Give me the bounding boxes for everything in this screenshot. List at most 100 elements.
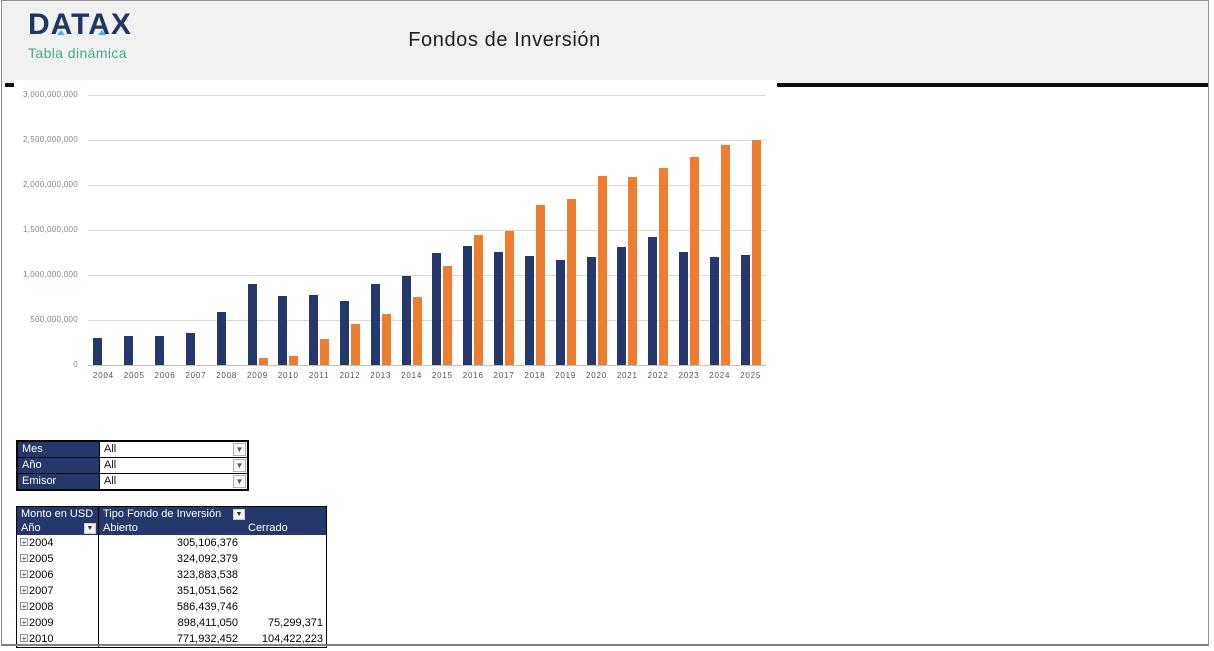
pivot-data-row-2007: +2007 351,051,562 bbox=[17, 583, 326, 599]
bar-abierto-2008 bbox=[216, 312, 226, 365]
pivot-cerrado-value: 104,422,223 bbox=[261, 633, 323, 645]
bar-cerrado-2025 bbox=[751, 140, 761, 365]
y-gridline bbox=[88, 95, 766, 96]
bar-abierto-2023 bbox=[678, 252, 688, 365]
bar-cerrado-2021 bbox=[628, 177, 638, 365]
x-tick-label: 2020 bbox=[586, 371, 607, 380]
dropdown-arrow-icon[interactable]: ▼ bbox=[84, 523, 96, 534]
bar-cerrado-2010 bbox=[289, 356, 299, 365]
filter-panel: Mes All ▼ Año All ▼ Emisor All ▼ bbox=[16, 440, 249, 491]
bar-cerrado-2022 bbox=[659, 168, 669, 365]
bar-cerrado-2017 bbox=[505, 231, 515, 365]
bar-abierto-2013 bbox=[370, 284, 380, 365]
filter-row-0: Mes All ▼ bbox=[18, 442, 247, 458]
x-tick-label: 2011 bbox=[308, 371, 330, 380]
pivot-column-header-cerrado: Cerrado bbox=[248, 522, 288, 534]
dropdown-arrow-icon[interactable]: ▼ bbox=[233, 443, 246, 456]
bar-cerrado-2023 bbox=[689, 157, 699, 365]
brand-block: DATAX Tabla dinámica bbox=[28, 8, 132, 61]
bar-abierto-2005 bbox=[124, 336, 134, 365]
x-tick-label: 2008 bbox=[216, 371, 238, 380]
filter-label: Mes bbox=[18, 442, 100, 457]
pivot-data-row-2010: +2010 771,932,452 104,422,223 bbox=[17, 631, 326, 647]
pivot-abierto-value: 898,411,050 bbox=[177, 617, 238, 629]
filter-row-2: Emisor All ▼ bbox=[18, 474, 247, 489]
bar-cerrado-2011 bbox=[320, 339, 330, 365]
pivot-cerrado-value bbox=[244, 551, 326, 567]
bar-abierto-2022 bbox=[648, 237, 658, 365]
filter-value-field[interactable]: All ▼ bbox=[100, 442, 247, 457]
bar-cerrado-2009 bbox=[258, 358, 268, 365]
bar-abierto-2004 bbox=[93, 338, 103, 365]
brand-logo-text: DATAX bbox=[28, 8, 132, 41]
expand-icon[interactable]: + bbox=[20, 618, 28, 627]
x-tick-label: 2012 bbox=[339, 371, 361, 380]
dropdown-arrow-icon[interactable]: ▼ bbox=[233, 459, 246, 472]
expand-icon[interactable]: + bbox=[20, 586, 28, 595]
y-gridline bbox=[88, 275, 766, 276]
expand-icon[interactable]: + bbox=[20, 602, 28, 611]
bar-abierto-2007 bbox=[185, 333, 195, 365]
page-title: Fondos de Inversión bbox=[408, 29, 601, 51]
bar-abierto-2020 bbox=[586, 257, 596, 365]
pivot-year-cell: +2005 bbox=[17, 551, 99, 567]
y-tick-label: 500,000,000 bbox=[30, 315, 78, 324]
pivot-cerrado-value bbox=[244, 599, 326, 615]
x-tick-label: 2018 bbox=[524, 371, 546, 380]
x-tick-label: 2005 bbox=[123, 371, 145, 380]
bar-abierto-2011 bbox=[309, 295, 319, 365]
expand-icon[interactable]: + bbox=[20, 554, 28, 563]
pivot-header-row-2: Año ▼ Abierto Cerrado bbox=[17, 522, 326, 535]
pivot-column-field: Tipo Fondo de Inversión ▼ bbox=[99, 507, 326, 522]
pivot-cerrado-value bbox=[244, 567, 326, 583]
pivot-data-row-2008: +2008 586,439,746 bbox=[17, 599, 326, 615]
filter-value-field[interactable]: All ▼ bbox=[100, 474, 247, 489]
expand-icon[interactable]: + bbox=[20, 634, 28, 643]
x-tick-label: 2016 bbox=[462, 371, 484, 380]
dropdown-arrow-icon[interactable]: ▼ bbox=[233, 475, 246, 488]
expand-icon[interactable]: + bbox=[20, 570, 28, 579]
bar-abierto-2025 bbox=[740, 255, 750, 365]
pivot-abierto-value: 305,106,376 bbox=[176, 537, 238, 549]
expand-icon[interactable]: + bbox=[20, 538, 28, 547]
bar-cerrado-2020 bbox=[597, 176, 607, 365]
pivot-cerrado-value: 75,299,371 bbox=[267, 617, 323, 629]
bar-cerrado-2012 bbox=[350, 324, 360, 365]
bar-abierto-2009 bbox=[247, 284, 257, 365]
dropdown-arrow-icon[interactable]: ▼ bbox=[233, 509, 245, 520]
bar-abierto-2010 bbox=[278, 296, 288, 365]
pivot-table: Monto en USD Tipo Fondo de Inversión ▼ Año ▼… bbox=[16, 506, 327, 648]
bar-cerrado-2018 bbox=[535, 205, 545, 365]
filter-value-field[interactable]: All ▼ bbox=[100, 458, 247, 473]
pivot-year-cell: +2010 bbox=[17, 631, 99, 647]
bar-abierto-2016 bbox=[463, 246, 473, 365]
pivot-measure-label: Monto en USD bbox=[17, 507, 99, 522]
filter-label: Emisor bbox=[18, 474, 100, 489]
y-tick-label: 1,500,000,000 bbox=[22, 225, 78, 234]
bar-abierto-2019 bbox=[555, 260, 565, 365]
bar-abierto-2014 bbox=[401, 276, 411, 365]
pivot-cerrado-value bbox=[244, 535, 326, 551]
bar-cerrado-2019 bbox=[566, 199, 576, 365]
y-gridline bbox=[88, 185, 766, 186]
pivot-row-field: Año ▼ bbox=[17, 522, 99, 535]
pivot-year-cell: +2009 bbox=[17, 615, 99, 631]
y-gridline bbox=[88, 320, 766, 321]
app-header: DATAX Tabla dinámica Fondos de Inversión bbox=[2, 0, 1208, 83]
x-tick-label: 2025 bbox=[740, 371, 762, 380]
x-tick-label: 2019 bbox=[555, 371, 577, 380]
y-tick-label: 0 bbox=[73, 360, 78, 369]
bar-cerrado-2013 bbox=[381, 314, 391, 365]
pivot-abierto-value: 351,051,562 bbox=[176, 585, 238, 597]
filter-label: Año bbox=[18, 458, 100, 473]
bar-cerrado-2016 bbox=[474, 235, 484, 365]
x-tick-label: 2007 bbox=[185, 371, 207, 380]
pivot-header-row-1: Monto en USD Tipo Fondo de Inversión ▼ bbox=[17, 507, 326, 522]
x-tick-label: 2021 bbox=[616, 371, 638, 380]
y-tick-label: 1,000,000,000 bbox=[22, 270, 78, 279]
pivot-year-cell: +2008 bbox=[17, 599, 99, 615]
filter-row-1: Año All ▼ bbox=[18, 458, 247, 474]
y-gridline bbox=[88, 365, 766, 366]
x-tick-label: 2013 bbox=[370, 371, 392, 380]
pivot-data-row-2005: +2005 324,092,379 bbox=[17, 551, 326, 567]
